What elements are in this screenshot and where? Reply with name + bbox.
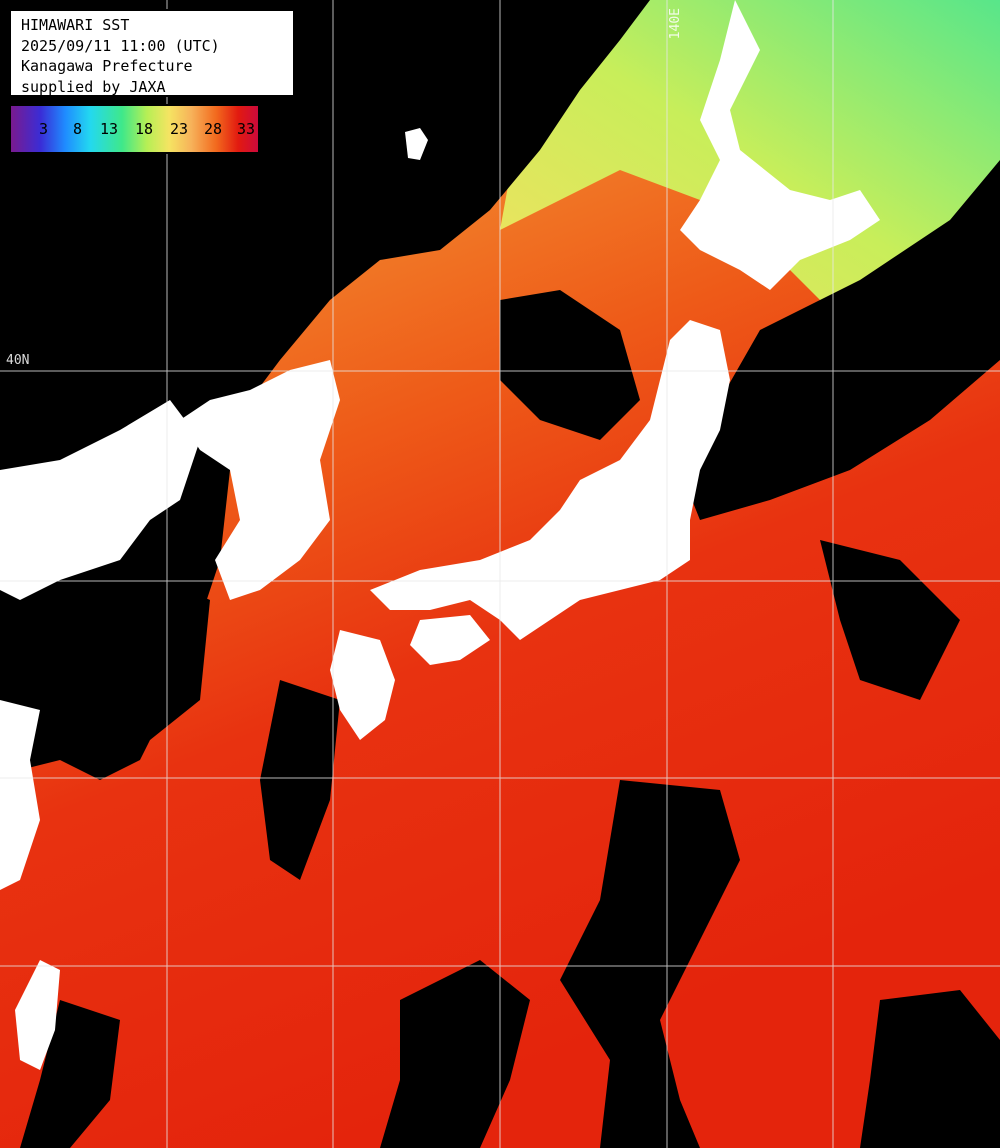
land-honshu (370, 320, 730, 640)
land-korea (180, 360, 340, 600)
legend-tick: 28 (204, 120, 223, 138)
legend-tick: 3 (39, 120, 49, 138)
lat-label-30n: 30N (6, 760, 30, 775)
land-island (405, 128, 428, 160)
cloud-area (110, 560, 210, 740)
cloud-area (860, 990, 1000, 1148)
legend-tick: 33 (237, 120, 256, 138)
title-line: HIMAWARI SST (21, 16, 130, 34)
legend-tick: 8 (73, 120, 83, 138)
credit-line: supplied by JAXA (21, 77, 166, 96)
legend-tick: 18 (135, 120, 154, 138)
cloud-area (680, 160, 1000, 520)
lat-label-40n: 40N (6, 353, 30, 368)
land-taiwan (15, 960, 60, 1070)
timestamp-line: 2025/09/11 11:00 (UTC) (21, 36, 220, 55)
land-shikoku (410, 615, 490, 665)
cloud-area (500, 290, 640, 440)
cloud-area (20, 1000, 120, 1148)
legend-tick: 13 (100, 120, 119, 138)
land-china (0, 700, 40, 890)
land-kyushu (330, 630, 395, 740)
cloud-area (260, 680, 340, 880)
lon-label-140e: 140E (668, 8, 683, 40)
cloud-area (560, 780, 740, 1148)
cloud-area (380, 960, 530, 1148)
land-china (0, 400, 200, 600)
title-box: HIMAWARI SST 2025/09/11 11:00 (UTC) Kana… (9, 9, 295, 97)
land-hokkaido (680, 0, 880, 290)
legend-tick: 23 (170, 120, 189, 138)
temperature-color-scale: 3 8 13 18 23 28 33 (9, 104, 260, 154)
region-line: Kanagawa Prefecture (21, 57, 193, 75)
cloud-area (820, 540, 960, 700)
